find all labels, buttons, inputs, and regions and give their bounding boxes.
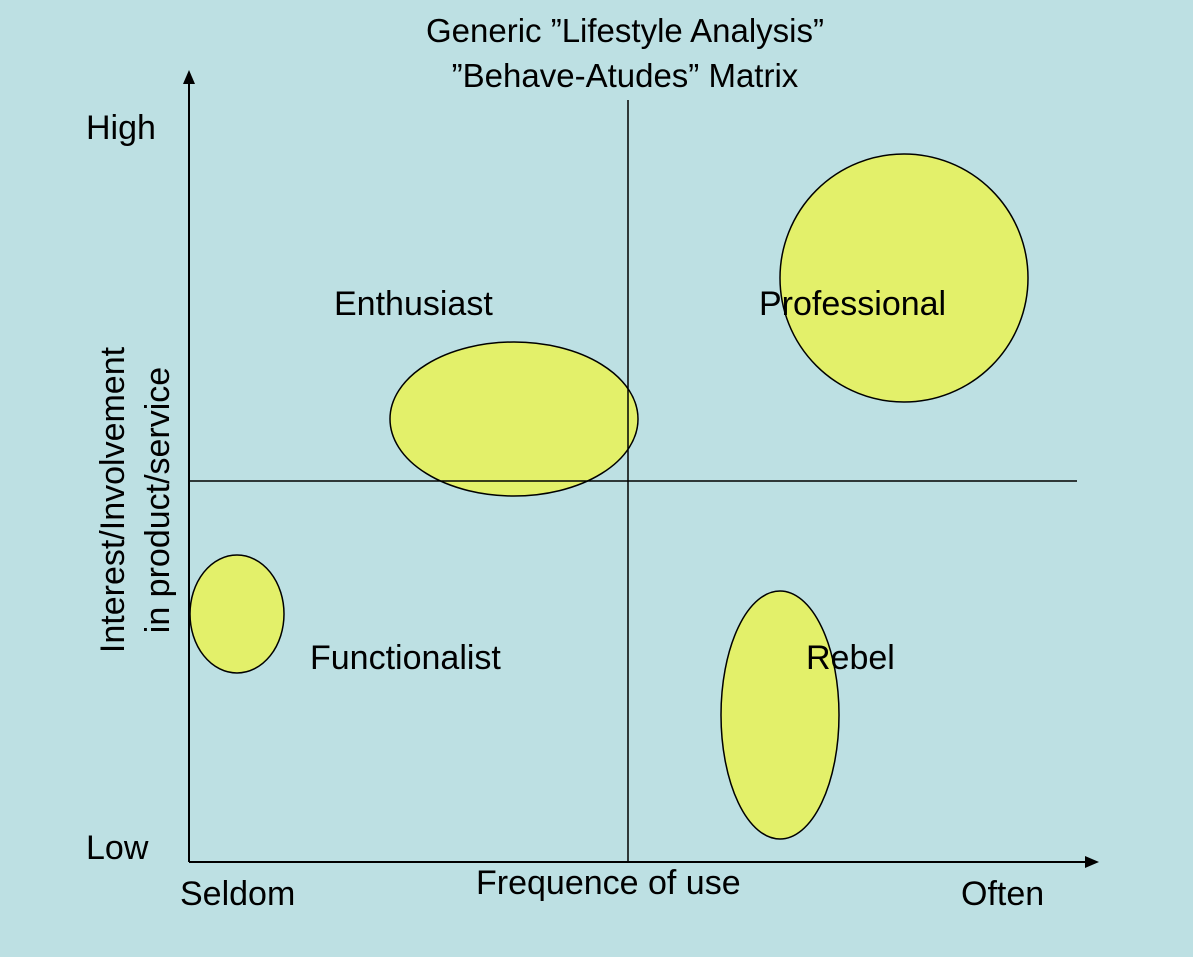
x-axis-arrowhead (1085, 856, 1099, 868)
segment-label-enthusiast: Enthusiast (334, 285, 493, 323)
y-axis-title-line-2: in product/service (139, 366, 177, 634)
y-axis-arrowhead (183, 70, 195, 84)
x-axis-often-label: Often (961, 875, 1045, 913)
enthusiast-ellipse (389, 341, 639, 497)
x-axis-seldom-label: Seldom (180, 875, 296, 913)
y-axis-high-label: High (86, 109, 156, 147)
y-axis-title-line-1: Interest/Involvement (94, 346, 132, 654)
diagram-title-line-1: Generic ”Lifestyle Analysis” (426, 12, 824, 49)
segment-label-rebel: Rebel (806, 639, 895, 677)
diagram-title-line-2: ”Behave-Atudes” Matrix (451, 57, 799, 94)
segment-label-professional: Professional (759, 285, 947, 323)
segment-label-functionalist: Functionalist (310, 639, 501, 677)
y-axis-low-label: Low (86, 829, 149, 867)
functionalist-ellipse (189, 554, 285, 674)
x-axis-title: Frequence of use (476, 864, 741, 902)
rebel-ellipse (720, 590, 840, 840)
professional-ellipse (779, 153, 1029, 403)
